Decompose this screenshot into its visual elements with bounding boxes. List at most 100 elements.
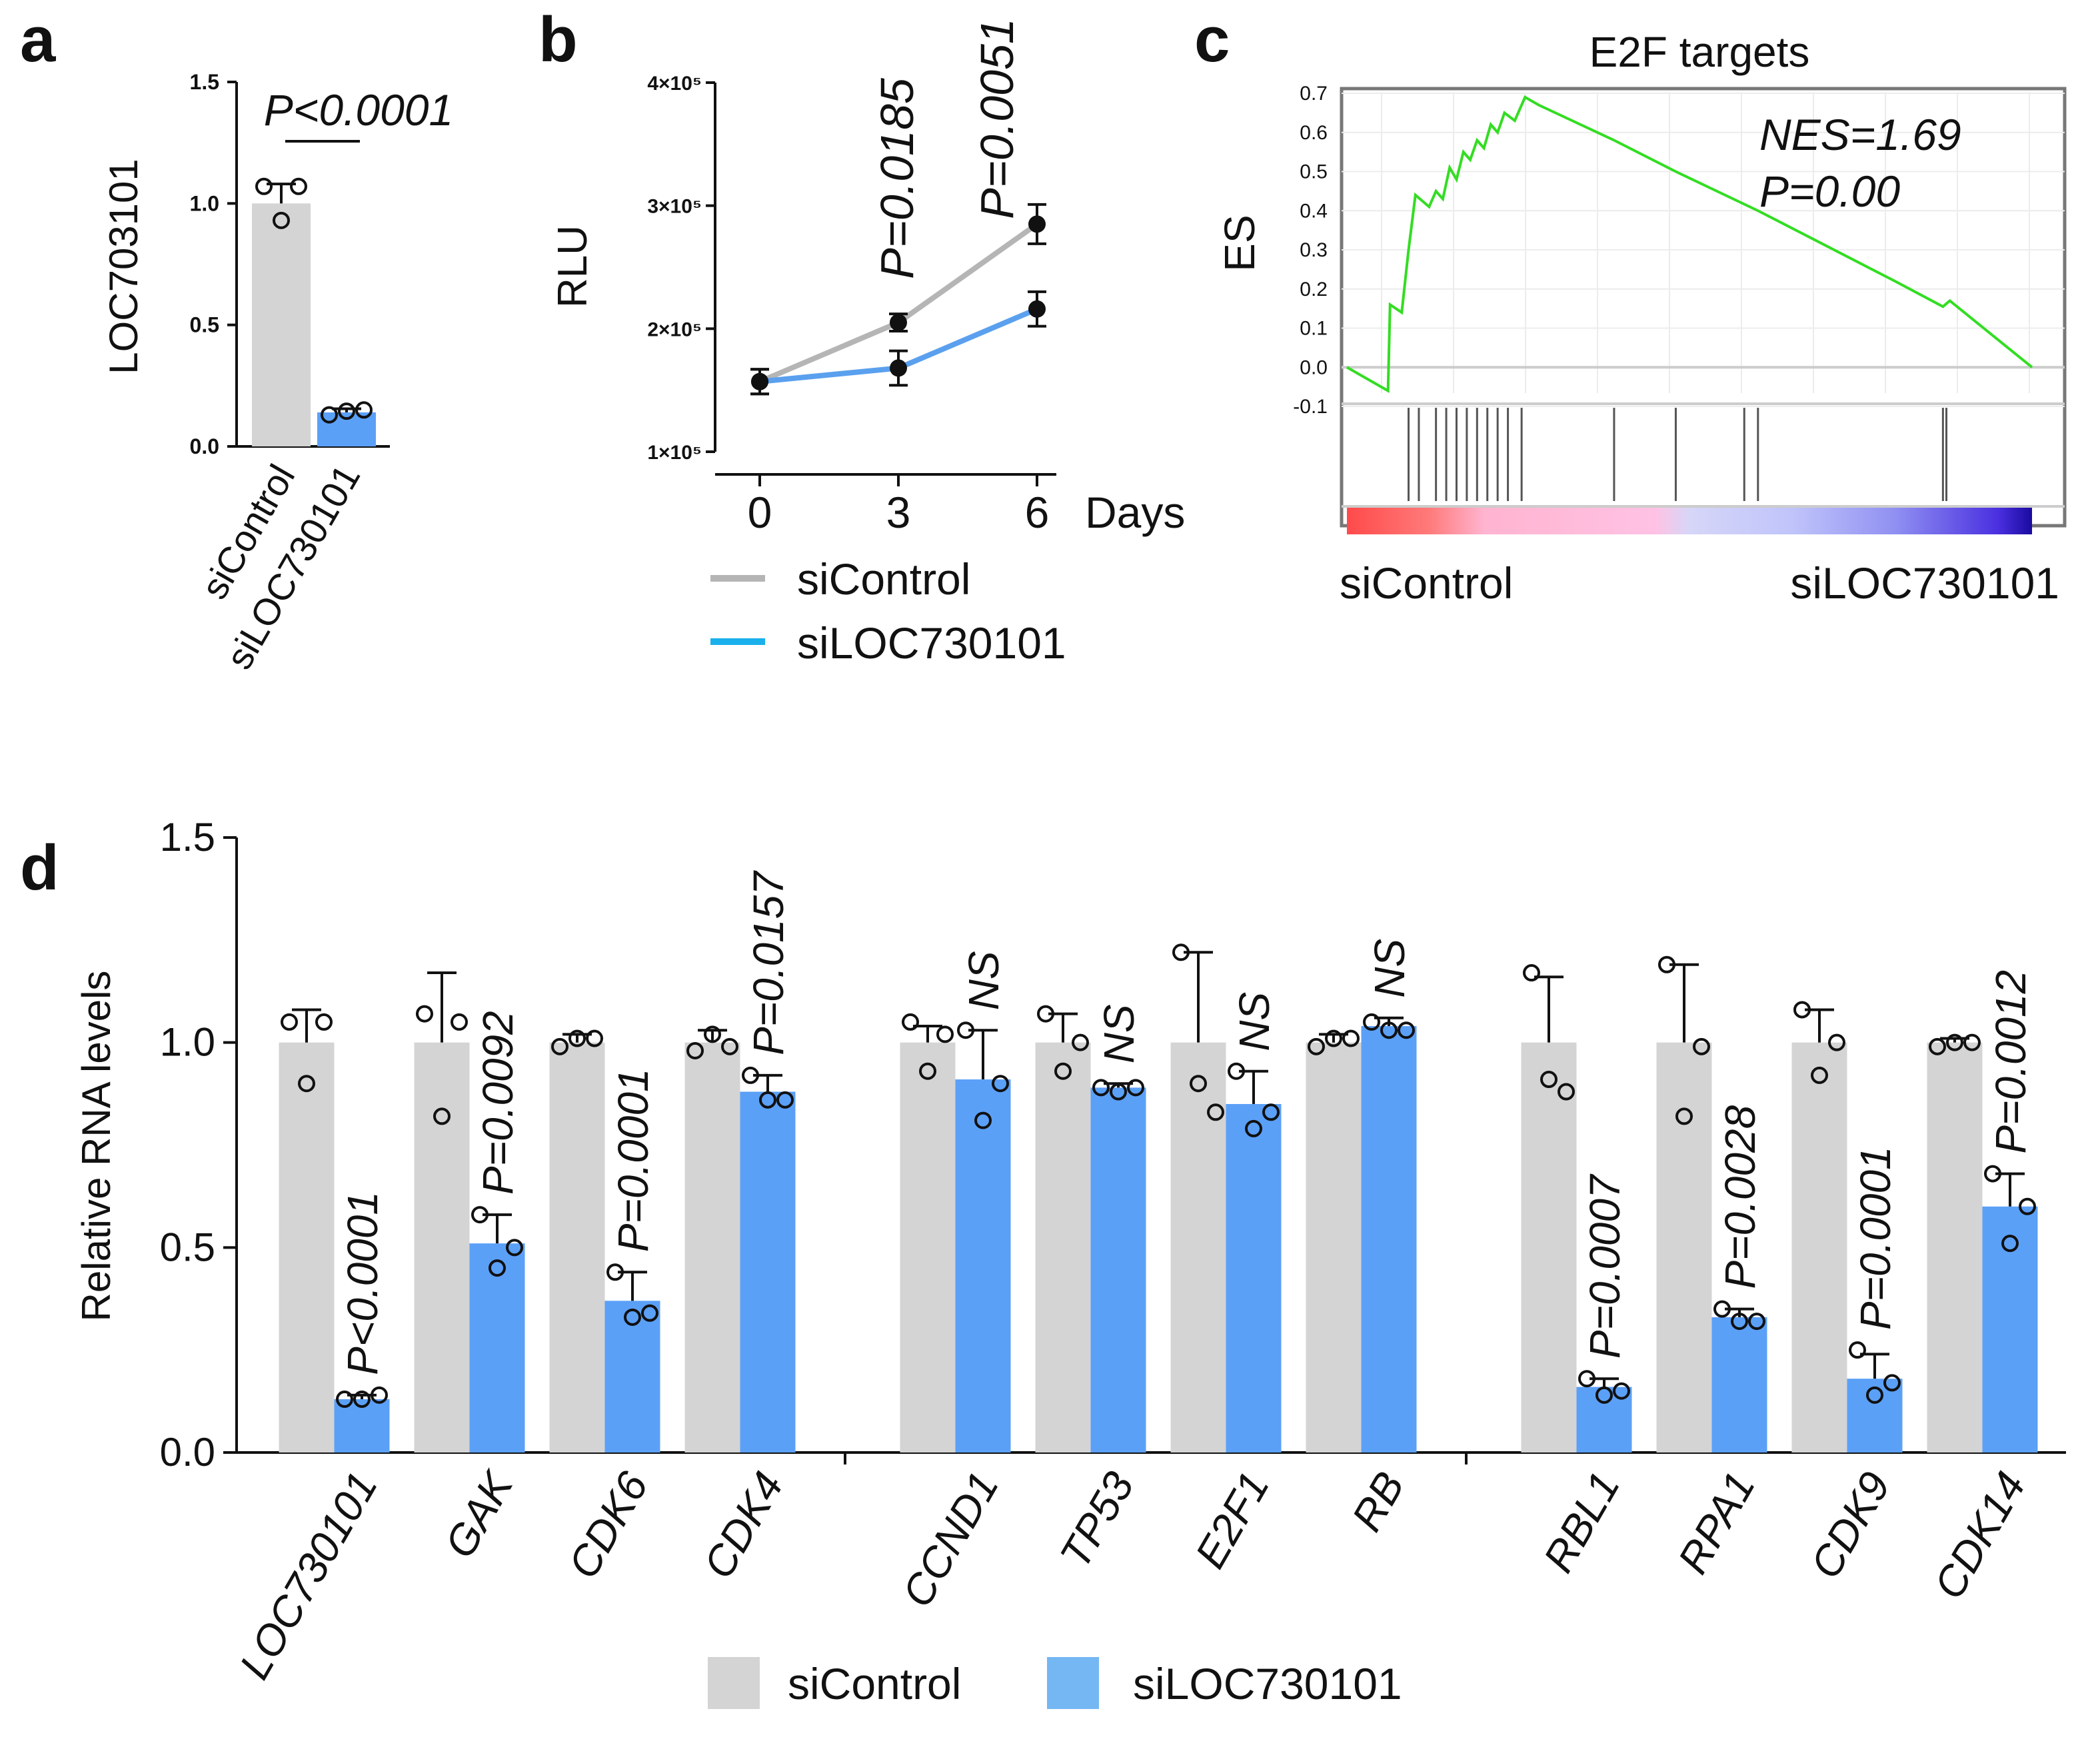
legend-label: siControl — [788, 1659, 961, 1708]
y-axis-label: LOC703101 — [101, 159, 146, 374]
p-value-annotation: P=0.0157 — [744, 870, 792, 1055]
data-point — [606, 1263, 624, 1281]
panel-c-gsea-plot: c E2F targets 0.7 0.6 0.5 0.4 0.3 0.2 0.1 0.0 -0.1… — [1194, 4, 2067, 608]
y-axis-label: RLU — [550, 225, 596, 308]
legend-label: siLOC730101 — [1133, 1659, 1402, 1708]
y-tick-label: 0.0 — [190, 434, 219, 458]
data-point — [451, 1013, 468, 1031]
p-value-annotation: P=0.0028 — [1716, 1105, 1764, 1289]
data-point — [776, 1091, 794, 1109]
bar-LOC730101-siControl — [279, 1042, 335, 1453]
nes-annotation: NES=1.69 — [1759, 110, 1961, 159]
data-point — [1308, 1037, 1325, 1055]
data-point — [506, 1239, 523, 1257]
y-tick-label: 3×10⁵ — [647, 196, 702, 218]
bar-CDK6-siControl — [549, 1042, 605, 1453]
legend-label: siControl — [797, 554, 970, 604]
data-point — [353, 1391, 371, 1409]
data-point — [1172, 943, 1190, 961]
panel-label-a: a — [20, 4, 56, 75]
bar-RB-siControl — [1306, 1042, 1362, 1453]
data-point — [551, 1037, 568, 1055]
left-phenotype-label: siControl — [1340, 558, 1513, 608]
enrichment-score-curve — [1346, 95, 2033, 393]
data-point — [355, 401, 373, 419]
y-tick-label: 0.1 — [1300, 318, 1328, 340]
data-point — [1693, 1037, 1710, 1055]
bar-RPA1-siLOC730101 — [1711, 1317, 1767, 1453]
data-point — [721, 1037, 738, 1055]
y-tick-label: 0.7 — [1300, 83, 1328, 105]
y-tick-label: -0.1 — [1293, 396, 1328, 418]
bar-siControl — [252, 203, 311, 446]
p-value-annotation: P=0.0185 — [871, 77, 923, 279]
panel-label-c: c — [1194, 4, 1230, 75]
data-point — [1866, 1386, 1883, 1404]
bar-E2F1-siControl — [1170, 1042, 1226, 1453]
data-point — [957, 1021, 974, 1039]
y-tick-label: 0.6 — [1300, 122, 1328, 144]
data-point — [471, 1206, 489, 1224]
panel-label-b: b — [538, 4, 578, 75]
bar-CDK4-siLOC730101 — [740, 1091, 796, 1453]
bar-LOC730101-siLOC730101 — [334, 1399, 390, 1453]
data-point — [890, 314, 907, 332]
data-point — [1207, 1103, 1224, 1121]
ranked-list-colorbar — [1347, 508, 2032, 534]
data-point — [1828, 1033, 1845, 1051]
y-tick-label: 0.5 — [190, 313, 219, 337]
data-point — [2019, 1197, 2036, 1215]
data-point — [321, 406, 338, 424]
data-point — [1228, 1062, 1245, 1080]
data-point — [1946, 1033, 1963, 1051]
data-point — [936, 1025, 954, 1043]
data-point — [1363, 1013, 1380, 1031]
y-tick-label: 4×10⁵ — [647, 73, 702, 95]
y-axis-label: ES — [1216, 215, 1264, 271]
bar-CDK9-siControl — [1791, 1042, 1847, 1453]
bar-CDK4-siControl — [684, 1042, 740, 1453]
y-tick-label: 0.0 — [1300, 356, 1328, 378]
data-point — [1127, 1079, 1144, 1097]
bar-CCND1-siControl — [900, 1042, 956, 1453]
data-point — [1558, 1083, 1575, 1101]
data-point — [704, 1025, 721, 1043]
p-value-annotation: NS — [1366, 939, 1414, 998]
data-point — [919, 1062, 936, 1080]
data-point — [1578, 1370, 1595, 1388]
chart-title: E2F targets — [1589, 28, 1810, 76]
data-point — [371, 1386, 388, 1404]
legend-swatch-siControl — [708, 1657, 760, 1709]
data-point — [1380, 1021, 1398, 1039]
bar-CCND1-siLOC730101 — [955, 1079, 1011, 1453]
bar-CDK14-siControl — [1927, 1042, 1983, 1453]
data-point — [686, 1041, 704, 1059]
data-point — [1963, 1033, 1981, 1051]
p-value-annotation: P<0.0001 — [339, 1191, 387, 1375]
bar-TP53-siControl — [1035, 1042, 1091, 1453]
data-point — [974, 1111, 992, 1129]
data-point — [290, 177, 307, 195]
p-value-annotation: P=0.0001 — [1851, 1146, 1899, 1330]
data-point — [1523, 964, 1540, 982]
data-point — [338, 402, 355, 420]
data-point — [2001, 1235, 2019, 1253]
data-point — [1793, 1001, 1811, 1019]
data-point — [1748, 1313, 1765, 1331]
data-point — [890, 359, 907, 377]
y-tick-label: 1.5 — [190, 70, 219, 94]
p-value-annotation: P=0.0012 — [1987, 970, 2035, 1154]
data-point — [568, 1029, 586, 1047]
y-tick-label: 0.3 — [1300, 239, 1328, 261]
data-point — [1731, 1313, 1748, 1331]
y-tick-label: 0.5 — [1300, 161, 1328, 183]
y-tick-label: 0.2 — [1300, 279, 1328, 300]
data-point — [742, 1066, 759, 1084]
legend-swatch-siLOC730101 — [1047, 1657, 1099, 1709]
data-point — [641, 1304, 658, 1322]
data-point — [1028, 215, 1046, 233]
data-point — [1342, 1029, 1360, 1047]
x-tick-label: 0 — [748, 488, 772, 537]
p-value-annotation: P=0.0001 — [609, 1068, 657, 1252]
bar-RBL1-siControl — [1521, 1042, 1577, 1453]
